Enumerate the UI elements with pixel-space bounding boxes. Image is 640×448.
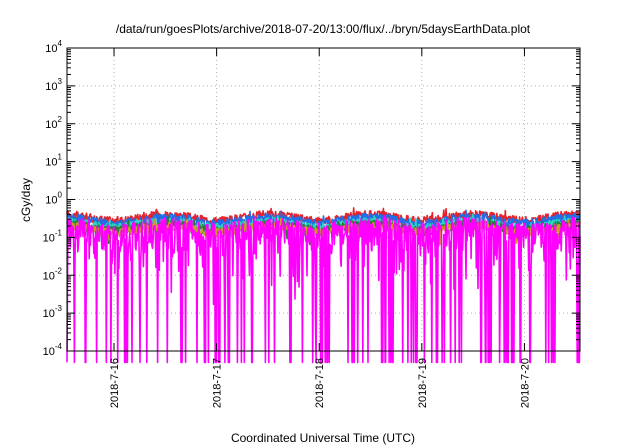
- y-tick-label: 104: [45, 39, 62, 55]
- y-tick-base: 10: [43, 308, 55, 320]
- x-axis-label: Coordinated Universal Time (UTC): [231, 431, 415, 445]
- y-tick-exponent: -1: [55, 228, 63, 237]
- x-tick-label: 2018-7-19: [417, 358, 429, 408]
- x-tick-labels: 2018-7-16 2018-7-17 2018-7-18 2018-7-19 2018…: [109, 358, 531, 408]
- chart-title: /data/run/goesPlots/archive/2018-07-20/1…: [116, 22, 531, 36]
- y-tick-label: 101: [45, 153, 62, 169]
- y-tick-base: 10: [45, 119, 57, 131]
- y-tick-label: 103: [45, 77, 62, 93]
- x-tick-label: 2018-7-18: [314, 358, 326, 408]
- y-tick-exponent: 0: [58, 191, 63, 200]
- x-tick-label: 2018-7-20: [519, 358, 531, 408]
- x-tick-label: 2018-7-17: [212, 358, 224, 408]
- y-tick-base: 10: [45, 157, 57, 169]
- y-tick-exponent: 4: [58, 39, 63, 48]
- plot-frame: [66, 47, 581, 352]
- y-tick-base: 10: [43, 346, 55, 358]
- y-tick-label: 100: [45, 191, 62, 207]
- grid: [67, 48, 580, 351]
- series-line: [66, 209, 581, 239]
- y-axis-label: cGy/day: [19, 178, 33, 222]
- y-tick-base: 10: [43, 270, 55, 282]
- y-tick-exponent: 1: [58, 153, 63, 162]
- y-tick-exponent: -3: [55, 304, 63, 313]
- y-tick-base: 10: [45, 195, 57, 207]
- y-tick-exponent: 2: [58, 115, 63, 124]
- y-tick-base: 10: [43, 232, 55, 244]
- y-tick-label: 10-3: [43, 304, 63, 320]
- y-tick-exponent: -2: [55, 266, 63, 275]
- y-tick-label: 10-4: [43, 342, 63, 358]
- y-tick-base: 10: [45, 81, 57, 93]
- y-tick-exponent: -4: [55, 342, 63, 351]
- series-line: [66, 214, 581, 364]
- y-tick-base: 10: [45, 43, 57, 55]
- y-tick-label: 102: [45, 115, 62, 131]
- y-tick-exponent: 3: [58, 77, 63, 86]
- x-tick-label: 2018-7-16: [109, 358, 121, 408]
- y-tick-label: 10-2: [43, 266, 63, 282]
- ticks: [67, 47, 580, 352]
- y-tick-label: 10-1: [43, 228, 63, 244]
- series-layer: [66, 207, 581, 364]
